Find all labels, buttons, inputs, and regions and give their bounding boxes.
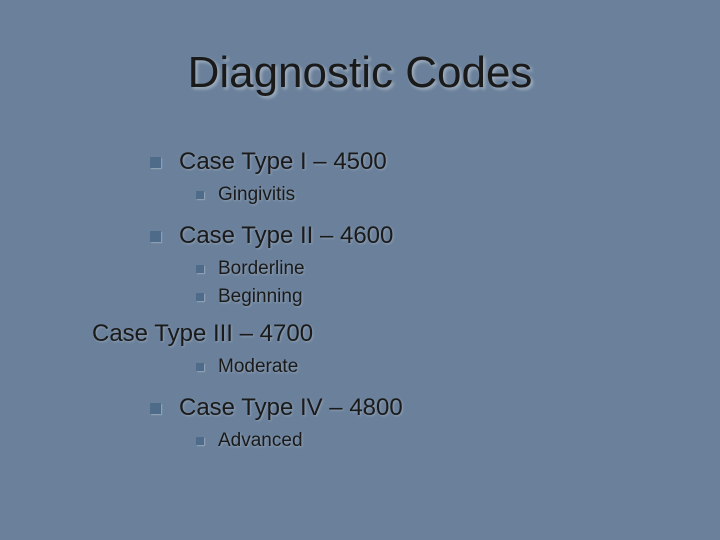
case-subtype-label: Gingivitis [218, 184, 295, 206]
square-bullet-icon [150, 231, 161, 242]
square-bullet-icon [196, 265, 204, 273]
square-bullet-icon [150, 403, 161, 414]
list-subitem: Gingivitis [196, 184, 403, 206]
list-subitem: Advanced [196, 430, 403, 452]
case-type-label: Case Type II – 4600 [179, 222, 393, 250]
case-subtype-label: Borderline [218, 258, 305, 280]
square-bullet-icon [196, 363, 204, 371]
list-item: Case Type I – 4500 [150, 148, 403, 176]
square-bullet-icon [196, 293, 204, 301]
list-subitem: Moderate [196, 356, 403, 378]
slide-title: Diagnostic Codes [0, 48, 720, 98]
case-subtype-label: Beginning [218, 286, 303, 308]
list-item: Case Type IV – 4800 [150, 394, 403, 422]
case-subtype-label: Advanced [218, 430, 303, 452]
case-subtype-label: Moderate [218, 356, 298, 378]
case-type-label: Case Type I – 4500 [179, 148, 387, 176]
square-bullet-icon [196, 191, 204, 199]
case-type-label: Case Type IV – 4800 [179, 394, 403, 422]
square-bullet-icon [150, 157, 161, 168]
list-item: Case Type III – 4700 [92, 320, 403, 348]
list-subitem: Borderline [196, 258, 403, 280]
square-bullet-icon [196, 437, 204, 445]
case-type-label: Case Type III – 4700 [92, 320, 313, 348]
list-subitem: Beginning [196, 286, 403, 308]
slide-content: Case Type I – 4500 Gingivitis Case Type … [150, 148, 403, 458]
list-item: Case Type II – 4600 [150, 222, 403, 250]
